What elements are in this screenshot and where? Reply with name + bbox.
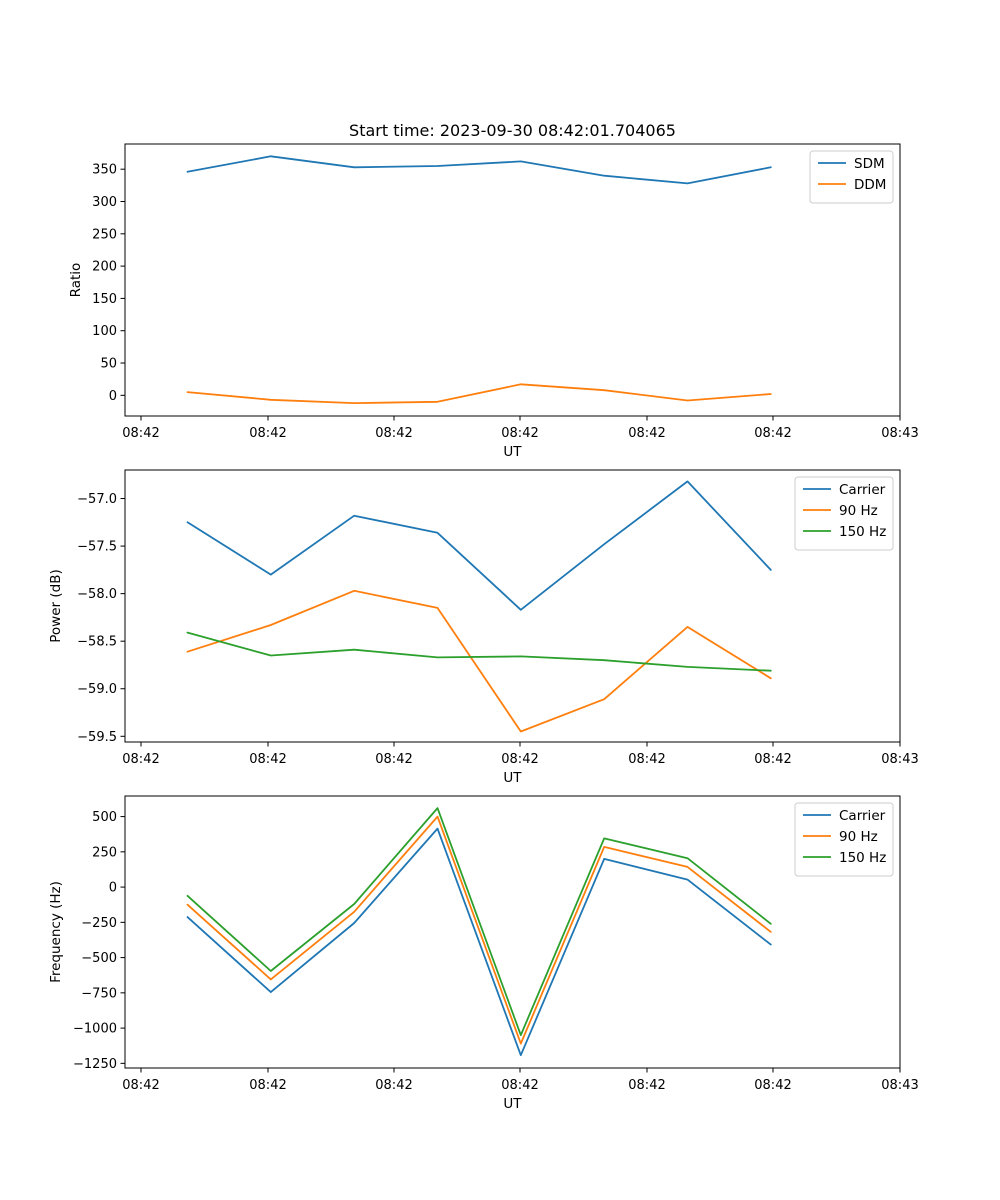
series-line-sdm bbox=[186, 155, 772, 185]
y-axis-label: Power (dB) bbox=[48, 569, 64, 642]
y-tick-label: 50 bbox=[100, 357, 117, 372]
y-tick-label: 150 bbox=[92, 292, 117, 307]
x-tick-label: 08:42 bbox=[122, 752, 159, 767]
y-tick-label: 250 bbox=[92, 845, 117, 860]
x-tick-label: 08:42 bbox=[628, 1078, 665, 1093]
series-line-90-hz bbox=[186, 815, 772, 1045]
series-line-150-hz bbox=[186, 631, 772, 672]
series-line-90-hz bbox=[186, 589, 772, 733]
y-tick-label: −57.0 bbox=[77, 492, 117, 507]
x-tick-label: 08:42 bbox=[375, 752, 412, 767]
x-tick-label: 08:43 bbox=[881, 752, 918, 767]
chart-title: Start time: 2023-09-30 08:42:01.704065 bbox=[349, 121, 676, 140]
x-tick-label: 08:42 bbox=[501, 752, 538, 767]
y-tick-label: 500 bbox=[92, 810, 117, 825]
y-tick-label: 350 bbox=[92, 163, 117, 178]
y-tick-label: 0 bbox=[109, 881, 117, 896]
y-axis-label: Frequency (Hz) bbox=[48, 881, 64, 983]
x-tick-label: 08:42 bbox=[754, 1078, 791, 1093]
legend-label: 90 Hz bbox=[839, 503, 878, 519]
y-tick-label: 100 bbox=[92, 324, 117, 339]
x-tick-label: 08:42 bbox=[501, 426, 538, 441]
series-line-ddm bbox=[186, 383, 772, 405]
plot-frame bbox=[124, 795, 901, 1069]
x-tick-label: 08:42 bbox=[375, 1078, 412, 1093]
x-tick-label: 08:42 bbox=[754, 426, 791, 441]
x-axis-label: UT bbox=[503, 1096, 522, 1112]
series-line-150-hz bbox=[186, 807, 772, 1036]
legend-label: DDM bbox=[854, 177, 886, 193]
series-line-carrier bbox=[186, 827, 772, 1057]
y-tick-label: −250 bbox=[81, 916, 117, 931]
y-tick-label: −1000 bbox=[73, 1022, 117, 1037]
panel-2: 08:42 08:42 08:42 08:42 08:42 08:42 08:43 −59.5… bbox=[48, 469, 919, 786]
y-tick-label: 300 bbox=[92, 195, 117, 210]
x-tick-label: 08:42 bbox=[249, 426, 286, 441]
series-line-carrier bbox=[186, 480, 772, 611]
legend-label: 150 Hz bbox=[839, 850, 886, 866]
y-tick-label: 0 bbox=[109, 389, 117, 404]
x-tick-label: 08:43 bbox=[881, 1078, 918, 1093]
x-tick-label: 08:42 bbox=[501, 1078, 538, 1093]
x-tick-label: 08:42 bbox=[628, 426, 665, 441]
plot-frame bbox=[124, 143, 901, 417]
x-tick-label: 08:43 bbox=[881, 426, 918, 441]
x-tick-label: 08:42 bbox=[249, 1078, 286, 1093]
y-axis-label: Ratio bbox=[68, 263, 84, 298]
y-tick-label: 200 bbox=[92, 260, 117, 275]
x-tick-label: 08:42 bbox=[628, 752, 665, 767]
x-axis-label: UT bbox=[503, 770, 522, 786]
panel-1: 08:42 08:42 08:42 08:42 08:42 08:42 08:43 0 50 10… bbox=[68, 143, 919, 460]
y-tick-label: −59.5 bbox=[77, 730, 117, 745]
legend-label: 90 Hz bbox=[839, 829, 878, 845]
x-tick-label: 08:42 bbox=[122, 426, 159, 441]
y-tick-label: −58.0 bbox=[77, 587, 117, 602]
y-tick-label: −500 bbox=[81, 951, 117, 966]
legend-label: Carrier bbox=[839, 482, 886, 498]
y-tick-label: −57.5 bbox=[77, 540, 117, 555]
y-tick-label: −750 bbox=[81, 986, 117, 1001]
legend-label: Carrier bbox=[839, 808, 886, 824]
x-tick-label: 08:42 bbox=[375, 426, 412, 441]
legend-label: SDM bbox=[854, 156, 885, 172]
plot-frame bbox=[124, 469, 901, 743]
legend: Carrier 90 Hz 150 Hz bbox=[794, 802, 894, 877]
legend-label: 150 Hz bbox=[839, 524, 886, 540]
legend: Carrier 90 Hz 150 Hz bbox=[794, 476, 894, 551]
y-tick-label: 250 bbox=[92, 227, 117, 242]
y-tick-label: −59.0 bbox=[77, 682, 117, 697]
legend: SDM DDM bbox=[809, 150, 894, 204]
x-axis-label: UT bbox=[503, 444, 522, 460]
x-tick-label: 08:42 bbox=[249, 752, 286, 767]
panel-3: 08:42 08:42 08:42 08:42 08:42 08:42 08:43 −1250… bbox=[48, 795, 919, 1112]
x-tick-label: 08:42 bbox=[122, 1078, 159, 1093]
y-tick-label: −1250 bbox=[73, 1057, 117, 1072]
legend-box bbox=[809, 150, 894, 204]
y-tick-label: −58.5 bbox=[77, 635, 117, 650]
x-tick-label: 08:42 bbox=[754, 752, 791, 767]
